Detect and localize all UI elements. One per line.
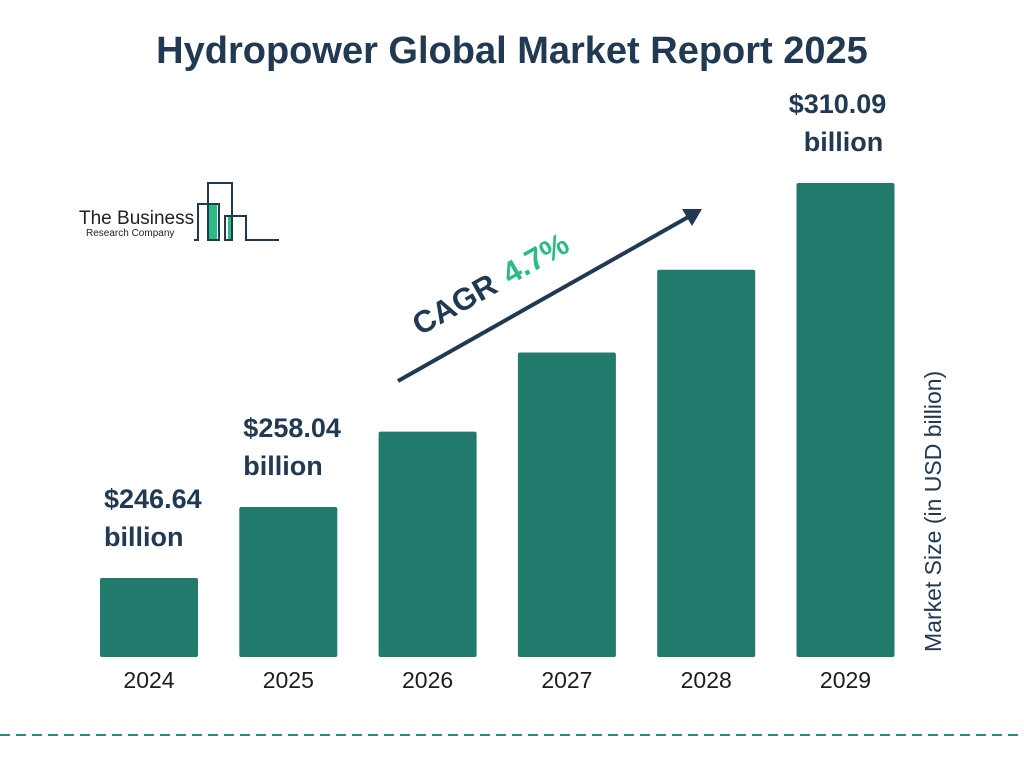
logo-bar-green-1: [208, 203, 217, 240]
logo-text-line2: Research Company: [86, 228, 174, 239]
x-tick-label: 2027: [541, 667, 592, 693]
cagr-arrow-head-icon: [682, 209, 702, 226]
bar-2029: [796, 183, 895, 657]
y-axis-label: Market Size (in USD billion): [920, 371, 946, 652]
bar-2027: [517, 352, 616, 657]
x-tick-label: 2026: [402, 667, 453, 693]
data-label-value: $258.04: [243, 413, 341, 443]
bar-2025: [239, 507, 338, 657]
data-label-value: $246.64: [104, 484, 202, 514]
logo-skyline-icon: [194, 182, 279, 241]
cagr-annotation: CAGR4.7%: [406, 226, 575, 342]
data-label-unit: billion: [804, 127, 883, 157]
cagr-arrow-line: [397, 214, 691, 383]
data-label-value: $310.09: [789, 89, 887, 119]
data-label-unit: billion: [243, 451, 322, 481]
x-tick-label: 2024: [123, 667, 174, 693]
bar-2026: [378, 431, 477, 657]
x-tick-label: 2029: [820, 667, 871, 693]
logo-bar-green-2: [228, 216, 233, 240]
logo-text-line1: The Business: [79, 208, 194, 229]
x-tick-label: 2028: [681, 667, 732, 693]
cagr-arrow: [397, 209, 702, 383]
bar-2028: [657, 269, 756, 657]
chart-title: Hydropower Global Market Report 2025: [156, 30, 868, 72]
data-label-unit: billion: [104, 522, 183, 552]
logo: The Business Research Company: [79, 182, 279, 241]
bar-2024: [100, 578, 198, 657]
x-tick-label: 2025: [263, 667, 314, 693]
cagr-value: 4.7%: [496, 226, 575, 291]
